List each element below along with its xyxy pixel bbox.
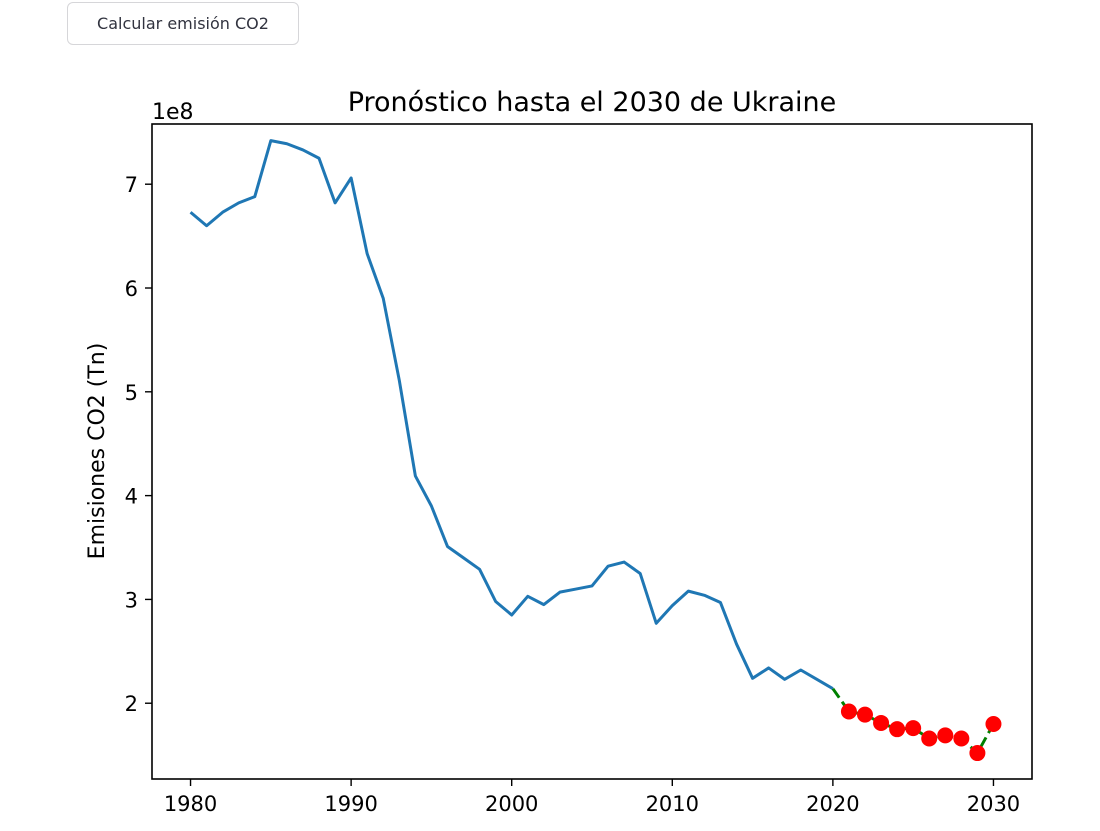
ticks-layer: 1980 1990 2000 2010 2020 2030 2 3 4 5 6 7	[125, 173, 1021, 816]
y-tick-label-5: 5	[125, 381, 138, 405]
y-tick-label-3: 3	[125, 588, 138, 612]
y-tick-label-7: 7	[125, 173, 138, 197]
calcular-emision-button[interactable]: Calcular emisión CO2	[67, 2, 299, 45]
series-layer	[189, 139, 1002, 762]
y-tick-label-2: 2	[125, 692, 138, 716]
y-axis-label: Emisiones CO2 (Tn)	[85, 343, 110, 560]
x-tick-label-2010: 2010	[646, 792, 699, 816]
forecast-point-2024	[889, 721, 906, 738]
forecast-point-2027	[937, 727, 954, 744]
forecast-point-2030	[985, 715, 1002, 732]
forecast-point-2021	[840, 703, 857, 720]
y-tick-label-6: 6	[125, 277, 138, 301]
x-tick-label-2030: 2030	[967, 792, 1020, 816]
historical-series-line	[189, 139, 834, 690]
forecast-point-2026	[921, 730, 938, 747]
x-tick-label-1990: 1990	[324, 792, 377, 816]
x-tick-label-1980: 1980	[164, 792, 217, 816]
forecast-point-2025	[905, 720, 922, 737]
chart-title: Pronóstico hasta el 2030 de Ukraine	[348, 87, 837, 118]
forecast-point-2023	[873, 714, 890, 731]
forecast-point-2022	[856, 706, 873, 723]
x-tick-label-2020: 2020	[806, 792, 859, 816]
plot-frame	[151, 123, 1033, 780]
forecast-point-2028	[953, 730, 970, 747]
forecast-point-2029	[969, 745, 986, 762]
x-tick-label-2000: 2000	[485, 792, 538, 816]
y-tick-label-4: 4	[125, 485, 138, 509]
y-offset-label: 1e8	[152, 100, 194, 125]
